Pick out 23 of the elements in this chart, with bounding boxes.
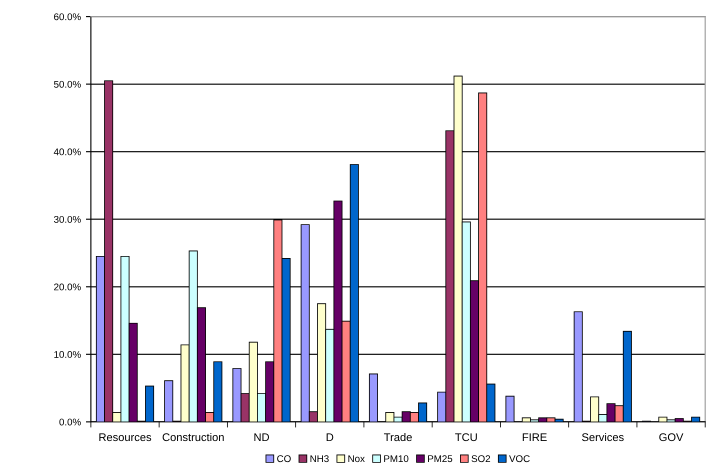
legend-label: VOC [509, 455, 530, 462]
x-tick-label: D [326, 433, 334, 442]
x-tick-label: Services [582, 432, 624, 442]
legend-label: SO2 [472, 455, 490, 462]
legend-label: PM10 [384, 455, 408, 462]
y-tick-label: 0.0% [59, 418, 81, 426]
legend-label: PM25 [428, 455, 452, 462]
legend-label: Nox [348, 455, 365, 462]
legend-label: NH3 [310, 455, 329, 462]
x-tick-label: TCU [455, 433, 477, 442]
x-tick-label: Construction [162, 432, 224, 442]
legend-label: CO [277, 455, 291, 462]
x-tick-label: Resources [99, 433, 152, 442]
y-tick-label: 60.0% [54, 13, 81, 20]
y-tick-label: 10.0% [54, 351, 81, 358]
y-tick-label: 50.0% [54, 80, 81, 88]
x-tick-label: FIRE [522, 433, 547, 442]
y-tick-label: 40.0% [54, 148, 81, 156]
x-tick-label: GOV [659, 433, 684, 442]
x-tick-label: ND [254, 433, 270, 442]
y-tick-label: 30.0% [54, 216, 81, 223]
y-tick-label: 20.0% [54, 284, 81, 290]
x-tick-label: Trade [384, 432, 412, 442]
